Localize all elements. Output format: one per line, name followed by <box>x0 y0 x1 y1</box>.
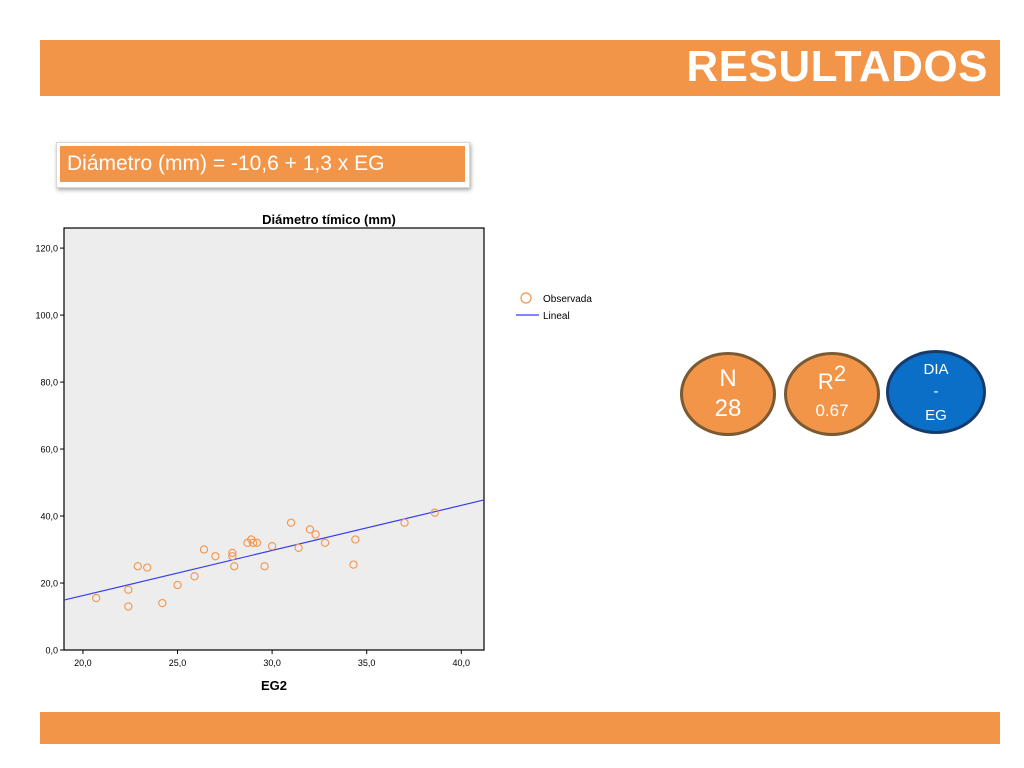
data-point <box>92 593 101 603</box>
y-tick-label: 40,0 <box>40 512 58 522</box>
data-point <box>351 535 360 544</box>
y-tick-label: 80,0 <box>40 378 58 388</box>
data-point <box>190 572 199 581</box>
formula-box: Diámetro (mm) = -10,6 + 1,3 x EG <box>56 142 470 188</box>
y-tick-label: 60,0 <box>40 445 58 455</box>
fit-line-layer <box>63 499 485 601</box>
model-circle: DIA - EG <box>886 350 986 434</box>
model-line-3: EG <box>925 407 947 424</box>
page-title: RESULTADOS <box>686 42 988 91</box>
x-axis-label: EG2 <box>261 678 287 693</box>
data-point <box>267 542 277 551</box>
x-tick-label: 25,0 <box>169 658 187 668</box>
data-point <box>230 562 239 571</box>
fit-line <box>63 499 485 601</box>
data-point <box>199 545 209 554</box>
data-point <box>173 580 182 590</box>
header-bar: RESULTADOS <box>40 40 1000 96</box>
data-point <box>305 525 315 534</box>
data-point <box>311 530 320 539</box>
data-point <box>286 518 296 527</box>
legend-marker-observada <box>520 292 532 304</box>
data-point <box>158 598 167 608</box>
data-point <box>228 552 237 561</box>
data-point <box>400 518 409 527</box>
y-axis: 0,0 20,0 40,0 60,0 80,0 100,0 120,0 <box>35 244 64 656</box>
data-point <box>228 548 237 558</box>
data-point <box>260 562 269 571</box>
y-tick-label: 100,0 <box>35 311 58 321</box>
footer-bar <box>40 712 1000 744</box>
n-stat-label: N <box>719 365 737 392</box>
plot-area <box>63 227 485 651</box>
x-axis: 20,0 25,0 30,0 35,0 40,0 <box>74 650 470 668</box>
r2-letter: R <box>817 369 834 394</box>
chart-title: Diámetro tímico (mm) <box>262 212 396 227</box>
r2-stat-circle: R2 0.67 <box>784 352 880 436</box>
data-point <box>430 508 439 517</box>
x-tick-label: 30,0 <box>263 658 281 668</box>
y-tick-label: 20,0 <box>40 579 58 589</box>
data-point <box>294 543 303 552</box>
r2-stat-label: R2 <box>787 361 877 395</box>
data-point <box>124 602 133 611</box>
r2-superscript: 2 <box>833 361 847 386</box>
formula-text: Diámetro (mm) = -10,6 + 1,3 x EG <box>60 146 465 182</box>
data-point <box>349 560 358 569</box>
model-line-2: - <box>933 383 939 400</box>
y-tick-label: 120,0 <box>35 244 58 254</box>
legend: Observada Lineal <box>516 292 592 322</box>
x-tick-label: 40,0 <box>453 658 471 668</box>
model-line-1: DIA <box>923 361 949 378</box>
y-tick-label: 0,0 <box>45 646 58 656</box>
r2-stat-value: 0.67 <box>815 401 849 420</box>
n-stat-value: 28 <box>714 395 742 422</box>
legend-label-lineal: Lineal <box>543 311 570 322</box>
data-point <box>124 585 133 594</box>
data-point <box>252 538 262 547</box>
data-point <box>249 538 258 547</box>
x-tick-label: 35,0 <box>358 658 376 668</box>
legend-label-observada: Observada <box>543 294 592 305</box>
data-point <box>211 552 220 561</box>
data-point <box>133 562 142 571</box>
data-point <box>320 538 330 547</box>
n-stat-circle: N 28 <box>680 352 776 436</box>
points-layer <box>92 508 439 611</box>
data-point <box>143 563 152 572</box>
x-tick-label: 20,0 <box>74 658 92 668</box>
scatter-chart: Diámetro tímico (mm) 0,0 20,0 40,0 60,0 80,0… <box>35 212 592 693</box>
